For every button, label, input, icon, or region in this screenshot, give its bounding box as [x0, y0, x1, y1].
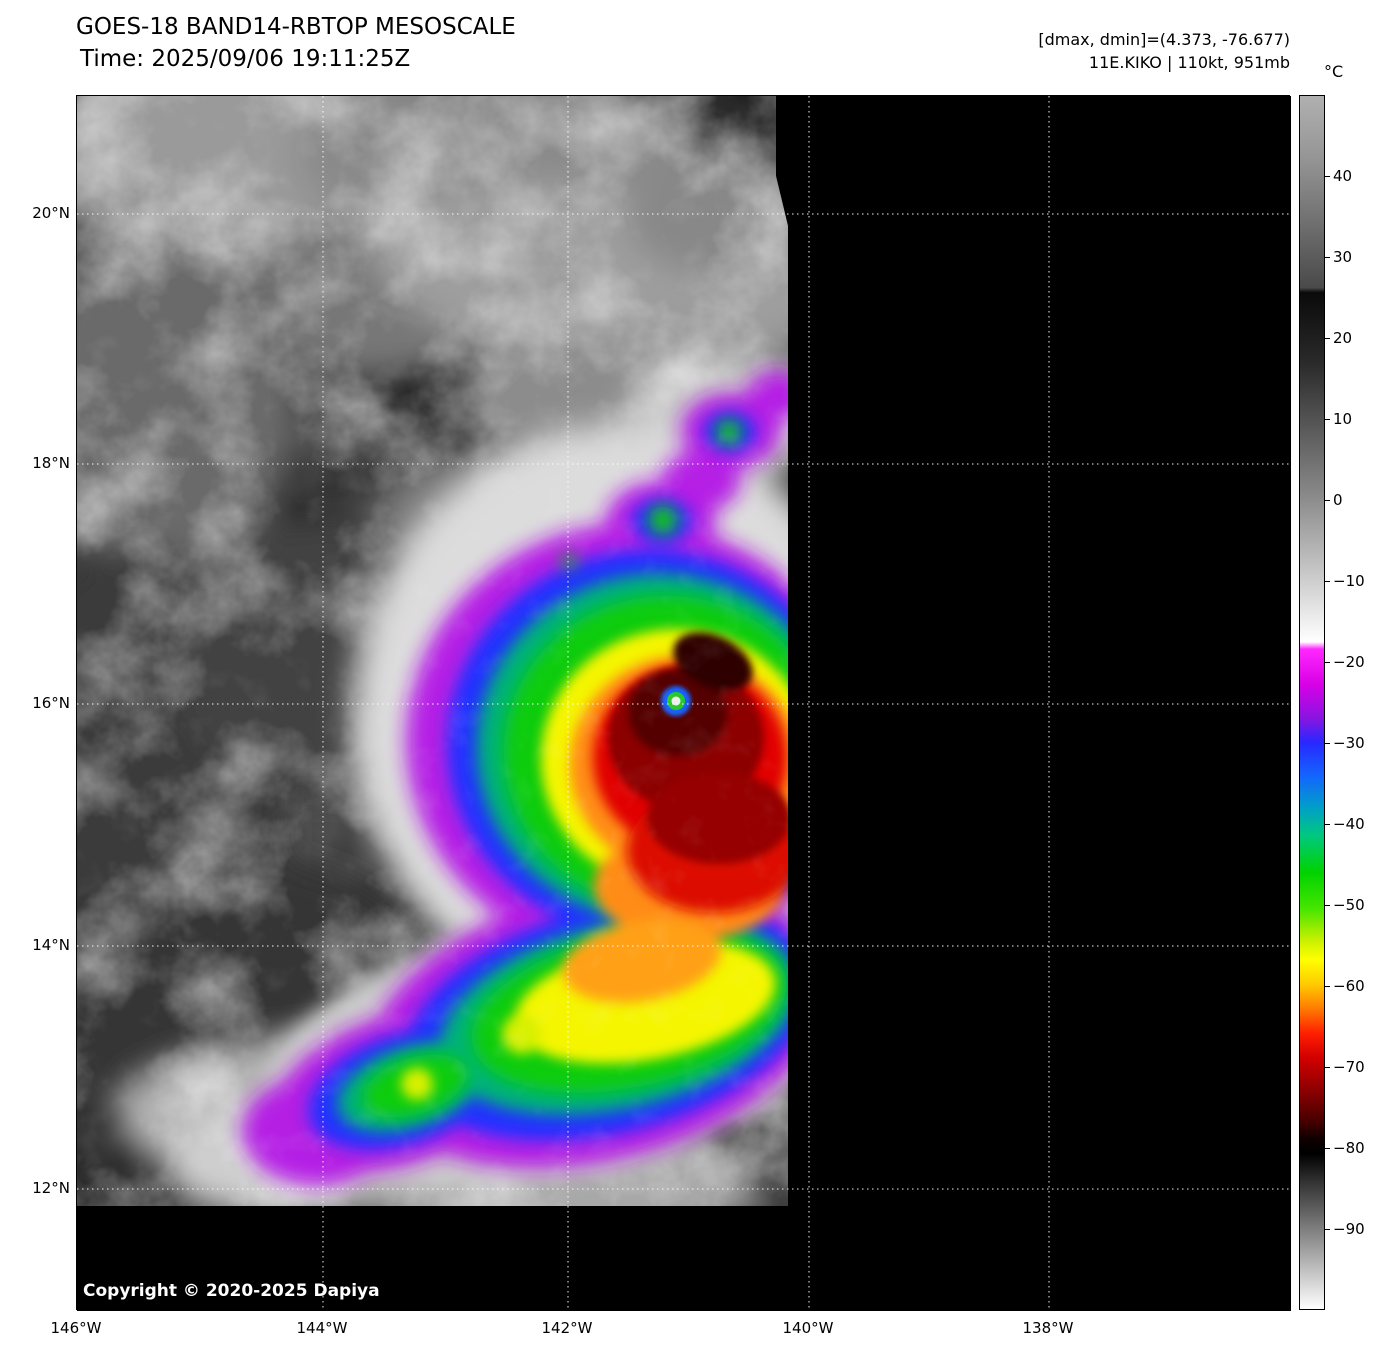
lat-label-12n: 12°N	[32, 1179, 70, 1197]
colorbar-tick-40: 40	[1324, 167, 1353, 185]
colorbar-tick-neg40: −40	[1325, 815, 1365, 833]
lat-label-14n: 14°N	[32, 936, 70, 954]
lon-label-142w: 142°W	[541, 1319, 593, 1337]
mesoscale-swath	[77, 96, 788, 1206]
copyright-text: Copyright © 2020-2025 Dapiya	[83, 1281, 380, 1301]
lat-label-20n: 20°N	[32, 204, 70, 222]
lat-label-18n: 18°N	[32, 454, 70, 472]
colorbar-tick-10: 10	[1324, 410, 1353, 428]
colorbar-tick-0: 0	[1325, 491, 1343, 509]
colorbar-tick-neg70: −70	[1325, 1058, 1365, 1076]
colorbar-tick-neg60: −60	[1325, 977, 1365, 995]
colorbar-tick-neg50: −50	[1325, 896, 1365, 914]
colorbar-tick-neg20: −20	[1325, 653, 1365, 671]
satellite-image	[77, 96, 1291, 1311]
colorbar-tick-neg90: −90	[1325, 1220, 1365, 1238]
colorbar-unit-label: °C	[1324, 62, 1344, 81]
colorbar-tick-20: 20	[1324, 329, 1353, 347]
dmax-dmin-readout: [dmax, dmin]=(4.373, -76.677)	[1038, 30, 1290, 49]
lon-label-138w: 138°W	[1022, 1319, 1074, 1337]
colorbar-tick-neg80: −80	[1325, 1139, 1365, 1157]
temperature-colorbar	[1299, 95, 1325, 1310]
lon-label-146w: 146°W	[50, 1319, 102, 1337]
lon-label-140w: 140°W	[782, 1319, 834, 1337]
lon-label-144w: 144°W	[296, 1319, 348, 1337]
page-title: GOES-18 BAND14-RBTOP MESOSCALE	[76, 14, 516, 40]
colorbar-tick-30: 30	[1324, 248, 1353, 266]
colorbar-tick-neg10: −10	[1325, 572, 1365, 590]
colorbar-tick-neg30: −30	[1325, 734, 1365, 752]
storm-info: 11E.KIKO | 110kt, 951mb	[1088, 53, 1290, 72]
lat-label-16n: 16°N	[32, 694, 70, 712]
timestamp: Time: 2025/09/06 19:11:25Z	[80, 46, 411, 72]
map-plot-area: Copyright © 2020-2025 Dapiya	[76, 95, 1291, 1311]
